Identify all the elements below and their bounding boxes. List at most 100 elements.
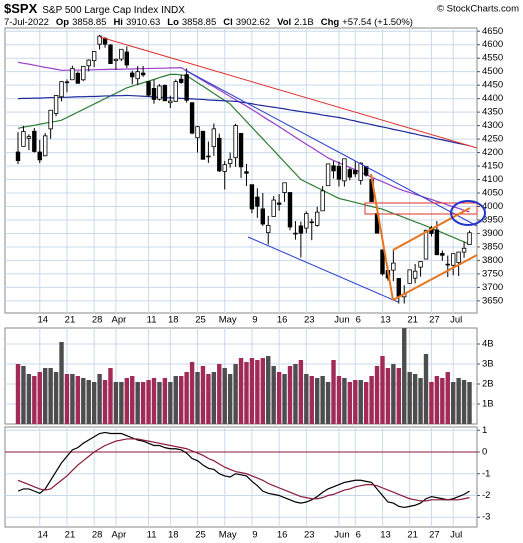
candle-body	[423, 229, 429, 260]
annotations	[99, 36, 486, 303]
candle-body	[189, 102, 195, 134]
volume-bar	[130, 376, 135, 424]
volume-bar	[146, 380, 151, 424]
candle-body	[157, 85, 162, 100]
x-tick-label: Jun	[334, 530, 349, 541]
y-tick-label: 4650	[482, 26, 503, 37]
y-tick-label: 3B	[482, 359, 494, 370]
volume-bar	[21, 366, 26, 424]
volume-bar	[315, 378, 320, 424]
x-tick-label: 18	[168, 315, 179, 326]
candle-body	[206, 155, 211, 158]
volume-bar	[467, 382, 472, 424]
x-tick-label: 13	[380, 315, 391, 326]
volume-bar	[53, 372, 59, 424]
volume-bar	[48, 368, 53, 424]
volume-bar	[249, 358, 255, 424]
volume-bar	[113, 382, 119, 424]
volume-bar	[429, 382, 434, 424]
x-tick-label: May	[219, 315, 237, 326]
volume-bar	[255, 360, 260, 424]
trendline	[99, 36, 478, 149]
volume-bar	[320, 376, 325, 424]
candle-body	[309, 221, 314, 224]
y-tick-label: 3950	[482, 214, 503, 225]
candle-body	[227, 158, 233, 165]
x-tick-label: 9	[252, 530, 257, 541]
volume-bar	[445, 372, 450, 424]
volume-bar	[206, 374, 211, 424]
volume-bar	[451, 382, 456, 424]
candle-body	[211, 128, 217, 148]
x-tick-label: 14	[37, 530, 48, 541]
volume-bar	[396, 368, 401, 424]
watermark: © StockCharts.com	[437, 4, 519, 15]
quote-value: 3902.62	[236, 17, 270, 28]
candle-body	[124, 51, 129, 66]
quote-label: Lo	[167, 17, 179, 28]
volume-bar	[70, 374, 75, 424]
x-tick-label: 6	[356, 315, 361, 326]
candle-body	[271, 199, 276, 217]
candle-body	[276, 202, 282, 205]
indicator-line	[17, 431, 470, 509]
y-tick-label: 3850	[482, 241, 503, 252]
candle-body	[244, 171, 249, 174]
candle-body	[353, 169, 358, 175]
y-tick-label: 4350	[482, 107, 503, 118]
volume-bar	[151, 378, 157, 424]
volume-bar	[233, 364, 238, 424]
volume-bar	[108, 368, 113, 424]
x-tick-label: 27	[429, 315, 440, 326]
volume-bar	[266, 356, 271, 424]
candle-body	[108, 44, 113, 64]
candle-body	[331, 165, 336, 172]
candle-body	[222, 164, 227, 172]
x-tick-label: 27	[429, 530, 440, 541]
y-tick-label: -3	[482, 512, 490, 523]
candle-body	[336, 165, 342, 180]
candle-body	[37, 151, 42, 161]
candle-body	[97, 35, 102, 45]
candle-body	[282, 182, 287, 193]
x-tick-label: 14	[37, 315, 48, 326]
candle-body	[342, 158, 347, 182]
volume-bar	[287, 366, 293, 424]
quote-line: 7-Jul-2022 Op 3858.85 Hi 3910.63 Lo 3858.85 Cl 3…	[4, 17, 413, 28]
candle-body	[173, 81, 178, 102]
volume-bar	[440, 378, 445, 424]
volume-bar	[336, 376, 342, 424]
volume-bar	[162, 378, 168, 424]
volume-bar	[211, 372, 217, 424]
candle-body	[320, 190, 325, 212]
x-tick-label: 25	[195, 315, 206, 326]
candle-body	[91, 51, 97, 62]
trendline	[247, 236, 399, 303]
volume-bar	[271, 366, 276, 424]
trendline	[184, 69, 478, 227]
volume-bar	[135, 382, 140, 424]
volume-bar	[217, 364, 222, 424]
x-tick-label: 6	[356, 530, 361, 541]
volume-bar	[157, 382, 162, 424]
candle-body	[407, 269, 412, 284]
x-tick-label: 28	[92, 315, 103, 326]
volume-bar	[26, 374, 32, 424]
candle-body	[32, 130, 37, 152]
y-tick-label: 4250	[482, 134, 503, 145]
volume-bar	[358, 380, 363, 424]
volume-bar	[15, 364, 21, 424]
x-tick-label: 21	[407, 315, 418, 326]
candle-body	[48, 109, 53, 130]
volume-bar	[64, 374, 70, 424]
x-tick-label: 25	[195, 530, 206, 541]
x-tick-label: 11	[147, 315, 157, 326]
candle-body	[168, 100, 173, 104]
y-tick-label: 2B	[482, 379, 494, 390]
candle-body	[217, 137, 222, 172]
volume-bar	[423, 354, 429, 424]
y-tick-label: 4400	[482, 93, 503, 104]
y-tick-label: 4500	[482, 66, 503, 77]
candle-body	[434, 229, 440, 256]
y-tick-label: 4150	[482, 161, 503, 172]
